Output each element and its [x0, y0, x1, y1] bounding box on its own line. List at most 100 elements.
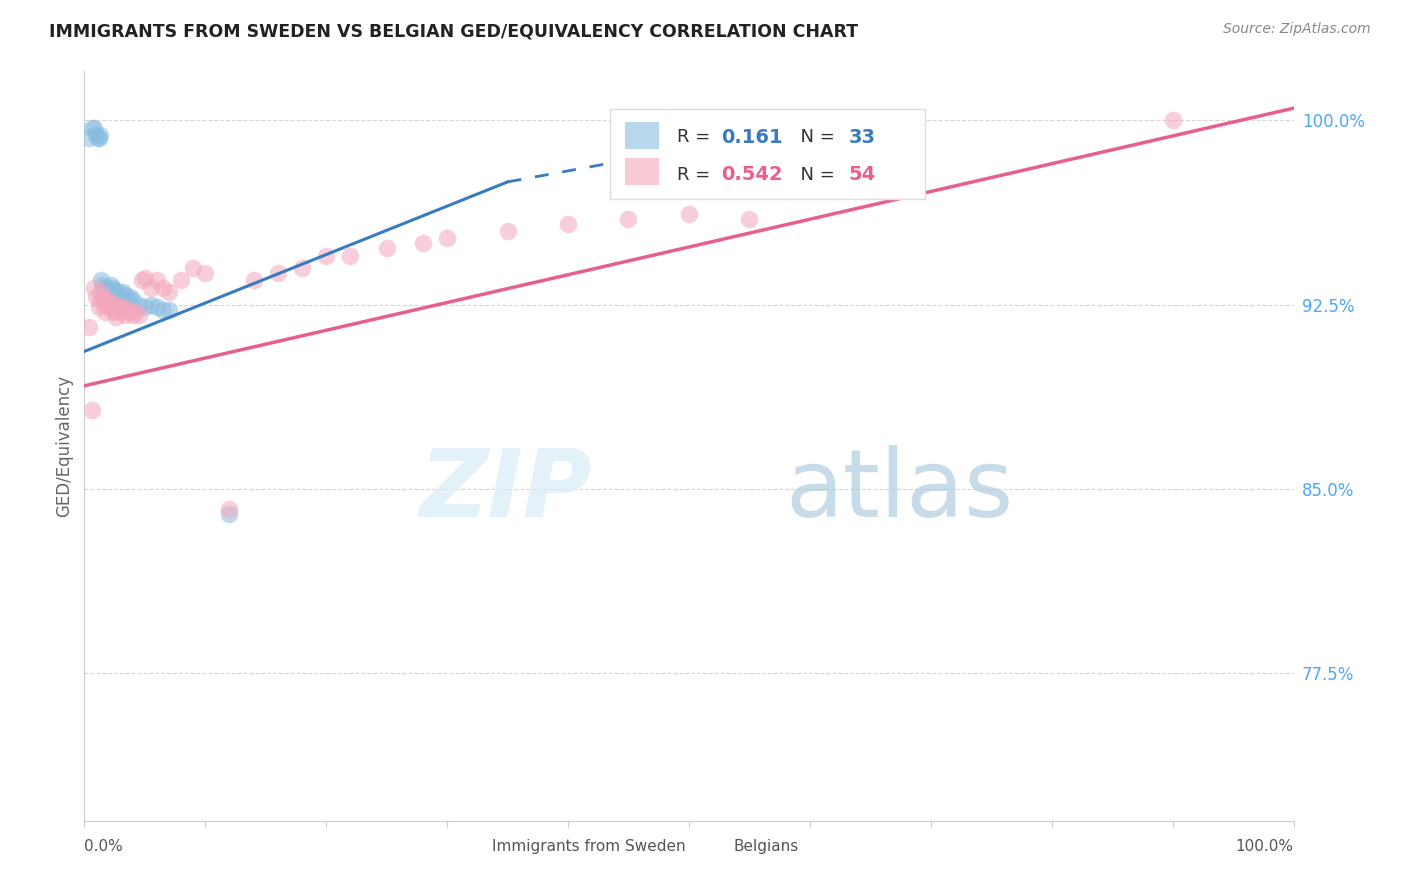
- Bar: [460, 838, 486, 855]
- Text: Source: ZipAtlas.com: Source: ZipAtlas.com: [1223, 22, 1371, 37]
- Point: [94, 280, 117, 294]
- Text: 33: 33: [849, 128, 876, 147]
- Point: [101, 300, 124, 314]
- Point: [89, 128, 111, 143]
- Text: 0.0%: 0.0%: [84, 839, 124, 855]
- FancyBboxPatch shape: [610, 109, 925, 199]
- Point: [94, 305, 117, 319]
- Point: [146, 300, 169, 314]
- Point: [139, 298, 162, 312]
- Point: [98, 295, 121, 310]
- Bar: [702, 838, 728, 855]
- Point: [1161, 113, 1184, 128]
- Point: [107, 300, 129, 314]
- Point: [103, 305, 125, 319]
- Text: Belgians: Belgians: [734, 838, 799, 854]
- Point: [104, 283, 127, 297]
- Point: [496, 224, 519, 238]
- Point: [86, 130, 108, 145]
- Y-axis label: GED/Equivalency: GED/Equivalency: [55, 375, 73, 517]
- Text: Immigrants from Sweden: Immigrants from Sweden: [492, 838, 686, 854]
- Point: [617, 211, 640, 226]
- Point: [87, 300, 110, 314]
- Point: [375, 241, 398, 255]
- Point: [678, 207, 700, 221]
- Point: [128, 308, 150, 322]
- Point: [94, 295, 117, 310]
- Point: [91, 290, 114, 304]
- Point: [436, 231, 458, 245]
- Bar: [624, 158, 659, 186]
- Point: [105, 298, 128, 312]
- Point: [101, 280, 124, 294]
- Point: [112, 300, 135, 314]
- Point: [97, 285, 120, 300]
- Text: R =: R =: [676, 128, 716, 146]
- Point: [86, 290, 108, 304]
- Point: [93, 298, 115, 312]
- Point: [110, 305, 132, 319]
- Point: [157, 285, 180, 300]
- Point: [120, 290, 142, 304]
- Point: [134, 270, 156, 285]
- Point: [96, 283, 118, 297]
- Point: [114, 288, 136, 302]
- Point: [134, 300, 156, 314]
- Point: [194, 266, 217, 280]
- Point: [104, 310, 127, 324]
- Point: [105, 288, 128, 302]
- Point: [97, 298, 120, 312]
- Point: [124, 305, 146, 319]
- Point: [86, 128, 108, 143]
- Point: [146, 273, 169, 287]
- Text: N =: N =: [789, 166, 841, 184]
- Point: [157, 302, 180, 317]
- Point: [77, 319, 100, 334]
- Point: [291, 260, 314, 275]
- Point: [107, 285, 129, 300]
- Point: [104, 302, 127, 317]
- Text: IMMIGRANTS FROM SWEDEN VS BELGIAN GED/EQUIVALENCY CORRELATION CHART: IMMIGRANTS FROM SWEDEN VS BELGIAN GED/EQ…: [49, 22, 858, 40]
- Point: [218, 507, 240, 521]
- Point: [100, 278, 122, 293]
- Point: [80, 120, 103, 135]
- Point: [557, 217, 579, 231]
- Text: R =: R =: [676, 166, 716, 184]
- Point: [339, 249, 361, 263]
- Text: 0.161: 0.161: [721, 128, 783, 147]
- Point: [108, 302, 131, 317]
- Point: [218, 501, 240, 516]
- Text: N =: N =: [789, 128, 841, 146]
- Text: 100.0%: 100.0%: [1236, 839, 1294, 855]
- Point: [131, 273, 153, 287]
- Point: [139, 280, 162, 294]
- Point: [121, 293, 143, 307]
- Point: [103, 285, 125, 300]
- Point: [90, 285, 112, 300]
- Point: [83, 280, 105, 294]
- Point: [89, 293, 111, 307]
- Point: [117, 302, 139, 317]
- Point: [170, 273, 193, 287]
- Point: [315, 249, 337, 263]
- Text: atlas: atlas: [786, 445, 1014, 537]
- Text: ZIP: ZIP: [419, 445, 592, 537]
- Point: [87, 130, 110, 145]
- Point: [110, 290, 132, 304]
- Point: [412, 236, 434, 251]
- Point: [738, 211, 761, 226]
- Point: [120, 305, 142, 319]
- Point: [77, 130, 100, 145]
- Text: 54: 54: [849, 165, 876, 185]
- Point: [117, 293, 139, 307]
- Point: [128, 298, 150, 312]
- Point: [242, 273, 264, 287]
- Point: [181, 260, 204, 275]
- Point: [152, 302, 174, 317]
- Point: [94, 283, 117, 297]
- Point: [100, 298, 122, 312]
- Bar: [624, 121, 659, 149]
- Text: 0.542: 0.542: [721, 165, 783, 185]
- Point: [91, 278, 114, 293]
- Point: [96, 293, 118, 307]
